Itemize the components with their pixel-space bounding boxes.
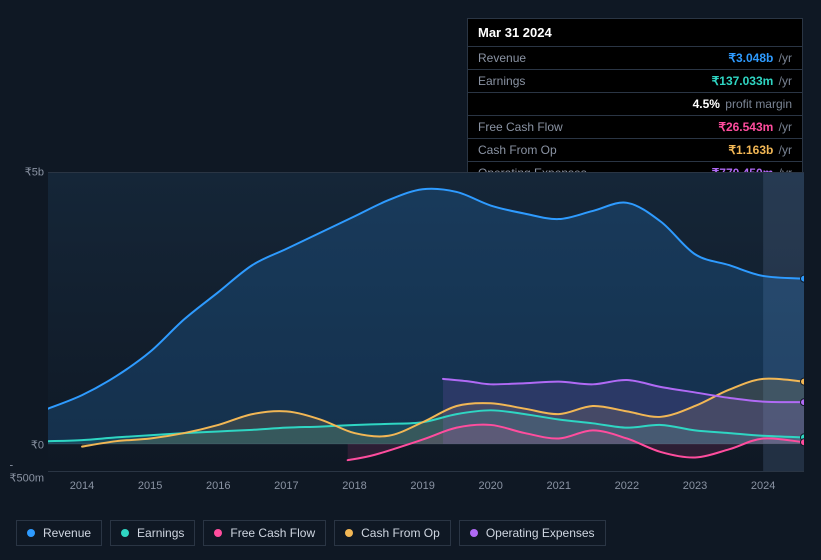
legend-item[interactable]: Earnings (110, 520, 195, 546)
x-tick-label: 2014 (70, 480, 94, 492)
tooltip-row-value: ₹26.543m /yr (718, 120, 792, 134)
legend-label: Revenue (43, 526, 91, 540)
tooltip-row: 4.5% profit margin (468, 93, 802, 116)
y-tick-label: -₹500m (9, 460, 44, 485)
tooltip-date: Mar 31 2024 (468, 19, 802, 47)
legend-dot-icon (121, 529, 129, 537)
legend-dot-icon (470, 529, 478, 537)
x-tick-label: 2019 (410, 480, 434, 492)
x-tick-label: 2015 (138, 480, 162, 492)
tooltip-row: Earnings ₹137.033m /yr (468, 70, 802, 93)
legend-item[interactable]: Free Cash Flow (203, 520, 326, 546)
tooltip-row: Free Cash Flow ₹26.543m /yr (468, 116, 802, 139)
legend-label: Earnings (137, 526, 184, 540)
legend-dot-icon (27, 529, 35, 537)
legend-label: Cash From Op (361, 526, 440, 540)
financials-chart: ₹5b₹0-₹500m 2014201520162017201820192020… (16, 160, 806, 540)
tooltip-row-value: ₹137.033m /yr (712, 74, 792, 88)
x-axis-labels: 2014 2015 2016 2017 2018 2019 2020 2021 2022 2023… (48, 480, 804, 500)
tooltip-row-value: 4.5% profit margin (693, 97, 792, 111)
x-tick-label: 2024 (751, 480, 775, 492)
tooltip-row: Revenue ₹3.048b /yr (468, 47, 802, 70)
chart-svg (48, 173, 804, 471)
y-tick-label: ₹5b (25, 166, 44, 179)
y-tick-label: ₹0 (31, 438, 44, 451)
tooltip-row-label: Cash From Op (478, 143, 557, 157)
legend-item[interactable]: Cash From Op (334, 520, 451, 546)
legend: Revenue Earnings Free Cash Flow Cash From O… (16, 520, 606, 546)
legend-label: Free Cash Flow (230, 526, 315, 540)
y-axis-labels: ₹5b₹0-₹500m (16, 160, 48, 480)
legend-dot-icon (214, 529, 222, 537)
tooltip-row-label: Earnings (478, 74, 525, 88)
legend-item[interactable]: Revenue (16, 520, 102, 546)
tooltip-row-value: ₹1.163b /yr (728, 143, 792, 157)
tooltip-row-label: Revenue (478, 51, 526, 65)
tooltip-row: Cash From Op ₹1.163b /yr (468, 139, 802, 162)
legend-label: Operating Expenses (486, 526, 595, 540)
tooltip-row-label: Free Cash Flow (478, 120, 563, 134)
plot-area[interactable] (48, 172, 804, 472)
tooltip-row-value: ₹3.048b /yr (728, 51, 792, 65)
x-tick-label: 2016 (206, 480, 230, 492)
x-tick-label: 2018 (342, 480, 366, 492)
legend-dot-icon (345, 529, 353, 537)
x-tick-label: 2022 (615, 480, 639, 492)
x-tick-label: 2017 (274, 480, 298, 492)
x-tick-label: 2023 (683, 480, 707, 492)
x-tick-label: 2021 (547, 480, 571, 492)
legend-item[interactable]: Operating Expenses (459, 520, 606, 546)
x-tick-label: 2020 (478, 480, 502, 492)
